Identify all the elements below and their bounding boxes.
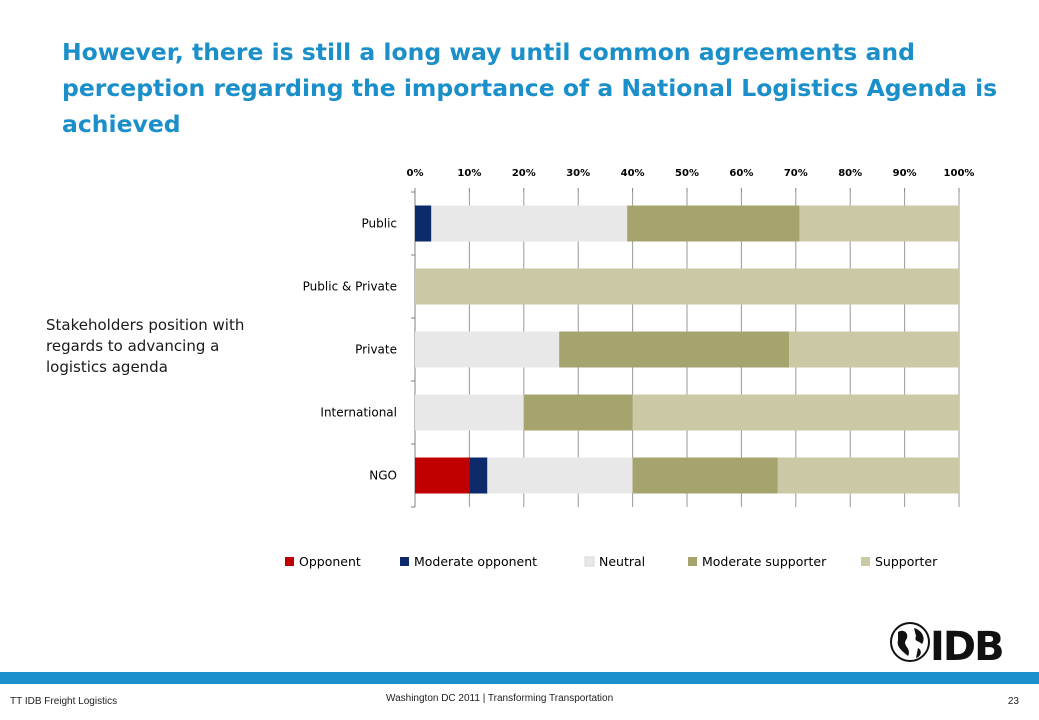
bar-segment-neutral xyxy=(415,394,524,431)
footer-center-text: Washington DC 2011 | Transforming Transp… xyxy=(386,693,614,704)
bar-segment-moderate-supporter xyxy=(632,457,778,494)
x-tick-label: 60% xyxy=(729,168,753,179)
legend-swatch xyxy=(285,557,294,566)
x-tick-label: 90% xyxy=(893,168,917,179)
bar-segment-supporter xyxy=(799,205,959,242)
legend-label: Moderate supporter xyxy=(702,554,827,569)
category-label: NGO xyxy=(369,469,397,483)
logo-text: IDB xyxy=(930,624,1003,665)
globe-icon xyxy=(890,622,930,662)
legend-item: Moderate supporter xyxy=(688,554,827,569)
x-axis-ticks: 0% 10% 20% 30% 40% 50% 60% 70% 80% 90% 100% xyxy=(407,168,975,508)
legend-swatch xyxy=(584,556,595,567)
bar-segment-supporter xyxy=(777,457,959,494)
slide-title: However, there is still a long way until… xyxy=(62,38,998,138)
category-label: Private xyxy=(355,343,397,357)
bar-segment-neutral xyxy=(487,457,633,494)
x-tick-label: 30% xyxy=(566,168,590,179)
x-tick-label: 80% xyxy=(838,168,862,179)
bar-segment-moderate-opponent xyxy=(415,205,432,242)
footer-left-text: TT IDB Freight Logistics xyxy=(10,696,118,707)
category-label: International xyxy=(320,406,397,420)
footer-bar xyxy=(0,672,1039,684)
bar-segment-supporter xyxy=(415,268,959,305)
legend-swatch xyxy=(400,557,409,566)
bar-segment-moderate-opponent xyxy=(469,457,488,494)
legend-swatch xyxy=(688,557,697,566)
legend-swatch xyxy=(861,557,870,566)
bar-segment-supporter xyxy=(632,394,959,431)
chart-description: Stakeholders position with regards to ad… xyxy=(46,316,245,376)
legend-label: Moderate opponent xyxy=(414,554,537,569)
chart-bars xyxy=(415,205,959,494)
x-tick-label: 50% xyxy=(675,168,699,179)
y-axis-categories: Public Public & Private Private Internation… xyxy=(303,217,397,483)
bar-segment-neutral xyxy=(431,205,628,242)
legend-label: Opponent xyxy=(299,554,361,569)
legend-item: Supporter xyxy=(861,554,938,569)
bar-segment-moderate-supporter xyxy=(627,205,800,242)
idb-logo: IDB xyxy=(890,622,1005,665)
category-label: Public xyxy=(361,217,397,231)
chart-legend: Opponent Moderate opponent Neutral Moderate… xyxy=(285,554,938,569)
legend-item: Neutral xyxy=(584,554,645,569)
stacked-bar-chart: 0% 10% 20% 30% 40% 50% 60% 70% 80% 90% 100% Public… xyxy=(285,168,975,569)
bar-segment-supporter xyxy=(789,331,959,368)
page-number: 23 xyxy=(1007,696,1019,707)
x-tick-label: 20% xyxy=(512,168,536,179)
legend-label: Supporter xyxy=(875,554,938,569)
x-tick-label: 10% xyxy=(457,168,481,179)
legend-item: Moderate opponent xyxy=(400,554,537,569)
category-label: Public & Private xyxy=(303,280,397,294)
x-tick-label: 0% xyxy=(407,168,424,179)
x-tick-label: 100% xyxy=(944,168,975,179)
bar-segment-opponent xyxy=(415,457,470,494)
x-tick-label: 70% xyxy=(784,168,808,179)
bar-segment-moderate-supporter xyxy=(559,331,790,368)
bar-segment-moderate-supporter xyxy=(523,394,633,431)
legend-label: Neutral xyxy=(599,554,645,569)
legend-item: Opponent xyxy=(285,554,361,569)
bar-segment-neutral xyxy=(415,331,560,368)
x-tick-label: 40% xyxy=(621,168,645,179)
